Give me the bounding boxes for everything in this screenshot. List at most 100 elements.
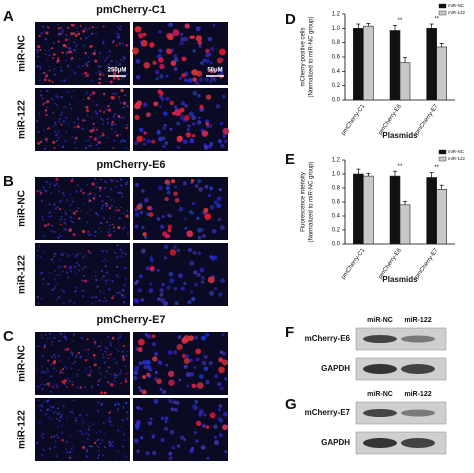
nucleus: [146, 212, 150, 216]
nucleus: [73, 271, 75, 273]
mcherry-signal: [87, 348, 90, 351]
nucleus: [144, 332, 149, 337]
error-bar: [366, 172, 371, 177]
nucleus: [36, 367, 39, 370]
nucleus: [40, 94, 43, 97]
nucleus: [110, 409, 113, 412]
nucleus: [41, 388, 44, 391]
nucleus: [65, 59, 68, 62]
nucleus: [54, 285, 57, 287]
mcherry-signal: [42, 71, 45, 74]
nucleus: [86, 414, 88, 416]
mcherry-signal: [134, 25, 142, 33]
nucleus: [108, 63, 111, 65]
nucleus: [95, 278, 98, 282]
nucleus: [61, 424, 64, 427]
mcherry-signal: [36, 45, 41, 49]
nucleus: [77, 207, 80, 210]
nucleus: [96, 285, 99, 288]
nucleus: [103, 297, 106, 299]
nucleus: [102, 356, 105, 358]
nucleus: [54, 123, 57, 126]
nucleus: [166, 190, 171, 195]
nucleus: [69, 265, 72, 268]
nucleus: [117, 407, 120, 410]
y-tick-label: 1.2: [332, 12, 341, 18]
nucleus: [107, 382, 110, 385]
mcherry-signal: [148, 212, 154, 217]
nucleus: [60, 135, 63, 137]
nucleus: [90, 278, 93, 280]
nucleus: [182, 181, 187, 186]
nucleus: [196, 272, 201, 277]
mcherry-signal: [46, 382, 50, 386]
nucleus: [80, 188, 83, 191]
mcherry-signal: [111, 96, 115, 100]
nucleus: [196, 216, 200, 220]
nucleus: [163, 256, 167, 260]
significance: **: [398, 164, 403, 170]
nucleus: [71, 253, 73, 255]
nucleus: [118, 35, 120, 38]
mcherry-signal: [170, 179, 176, 184]
mcherry-signal: [216, 57, 223, 64]
nucleus: [171, 445, 176, 450]
mcherry-signal: [122, 358, 126, 361]
nucleus: [72, 381, 74, 384]
nucleus: [47, 54, 50, 57]
nucleus: [73, 49, 76, 52]
mcherry-signal: [64, 38, 68, 42]
nucleus: [40, 297, 43, 300]
nucleus: [52, 435, 56, 438]
mcherry-signal: [52, 361, 55, 365]
mcherry-signal: [48, 69, 51, 72]
nucleus: [63, 194, 65, 197]
nucleus: [122, 138, 125, 141]
nucleus: [155, 69, 160, 75]
mcherry-signal: [45, 74, 49, 78]
nucleus: [187, 78, 193, 84]
nucleus: [183, 438, 187, 442]
nucleus: [82, 267, 85, 270]
mcherry-signal: [102, 25, 105, 28]
nucleus: [89, 73, 92, 75]
band-label: mCherry-E6: [305, 334, 351, 343]
mcherry-signal: [89, 129, 93, 133]
mcherry-signal: [124, 380, 128, 383]
nucleus: [123, 301, 126, 304]
nucleus: [114, 209, 117, 212]
nucleus: [121, 445, 125, 448]
nucleus: [44, 413, 47, 416]
nucleus: [61, 69, 63, 72]
nucleus: [124, 356, 126, 359]
nucleus: [115, 32, 118, 35]
nucleus: [104, 265, 107, 268]
nucleus: [125, 401, 128, 404]
nucleus: [168, 271, 174, 277]
mcherry-signal: [89, 44, 93, 48]
nucleus: [65, 52, 68, 55]
nucleus: [87, 35, 90, 37]
nucleus: [218, 188, 222, 192]
nucleus: [65, 140, 68, 142]
blot-band: [363, 364, 397, 374]
nucleus: [42, 282, 44, 285]
mcherry-signal: [199, 104, 204, 109]
nucleus: [44, 38, 48, 41]
nucleus: [191, 296, 196, 302]
nucleus: [165, 96, 170, 101]
nucleus: [50, 375, 53, 378]
nucleus: [88, 445, 91, 448]
nucleus: [133, 438, 139, 444]
nucleus: [76, 373, 78, 376]
nucleus: [41, 354, 44, 358]
nucleus: [213, 435, 217, 439]
nucleus: [116, 36, 120, 40]
nucleus: [142, 142, 147, 146]
nucleus: [156, 130, 161, 135]
mcherry-signal: [115, 44, 118, 47]
x-tick-label: pmCherry-C1: [341, 103, 367, 136]
nucleus: [54, 130, 57, 134]
nucleus: [40, 199, 43, 202]
nucleus: [122, 227, 125, 230]
